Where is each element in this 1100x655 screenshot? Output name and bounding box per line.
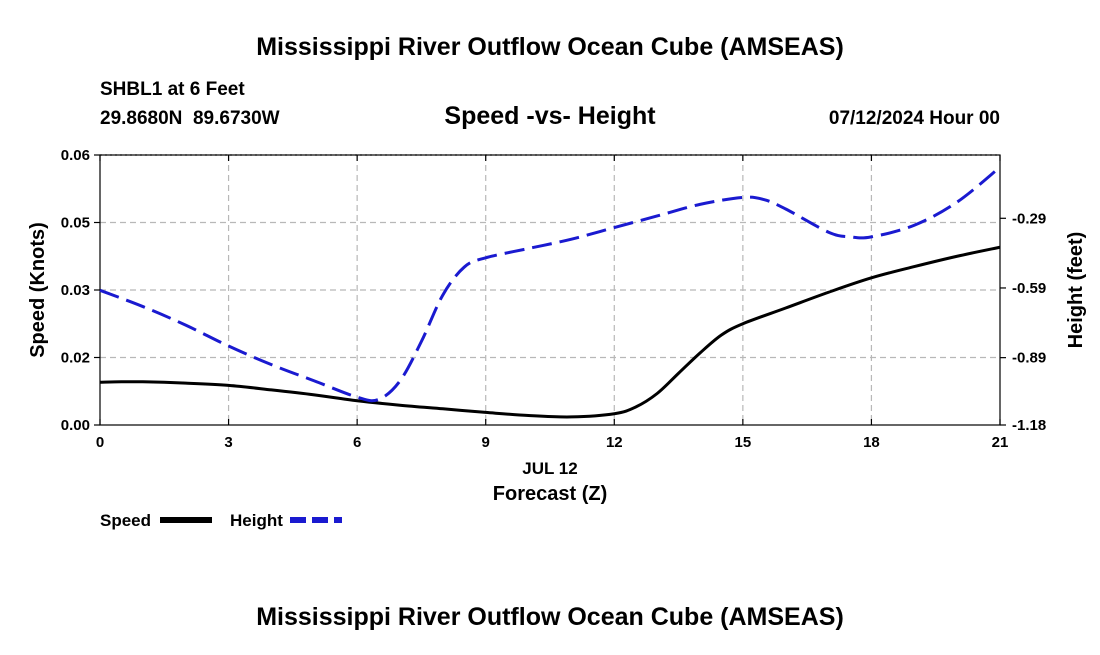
x-date-label: JUL 12 [522, 459, 577, 478]
y-right-tick-label: -0.89 [1012, 350, 1046, 367]
series-line-speed [99, 245, 1001, 419]
x-tick-label: 18 [863, 434, 880, 451]
y-left-tick-label: 0.06 [61, 147, 90, 164]
legend-height-label: Height [230, 511, 283, 530]
x-tick-label: 15 [735, 434, 752, 451]
y-right-tick-label: -0.59 [1012, 280, 1046, 297]
x-axis-label: Forecast (Z) [493, 483, 607, 505]
y-left-tick-label: 0.03 [61, 282, 90, 299]
series-layer [99, 166, 1001, 419]
x-tick-label: 21 [992, 434, 1009, 451]
legend-speed-label: Speed [100, 511, 151, 530]
x-tick-label: 12 [606, 434, 623, 451]
footer-title: Mississippi River Outflow Ocean Cube (AM… [256, 603, 844, 631]
legend: Speed Height [100, 511, 342, 530]
y-right-tick-label: -0.29 [1012, 210, 1046, 227]
y-left-tick-label: 0.00 [61, 417, 90, 434]
series-line-height [99, 166, 1001, 403]
y-axis-right-label: Height (feet) [1065, 232, 1087, 349]
y-left-tick-label: 0.02 [61, 350, 90, 367]
date-label: 07/12/2024 Hour 00 [829, 108, 1000, 129]
chart-title: Mississippi River Outflow Ocean Cube (AM… [256, 33, 844, 61]
y-left-tick-label: 0.05 [61, 215, 90, 232]
chart-subtitle: Speed -vs- Height [444, 102, 656, 130]
station-label: SHBL1 at 6 Feet [100, 79, 245, 100]
y-axis-left-label: Speed (Knots) [27, 222, 49, 358]
x-tick-label: 6 [353, 434, 361, 451]
tick-layer: 0 3 6 9 12 15 18 21 0.00 0.02 0.03 0.05 0.06 -1.18 -0.… [61, 147, 1046, 451]
coords-label: 29.8680N 89.6730W [100, 108, 280, 129]
x-tick-label: 3 [224, 434, 232, 451]
x-tick-label: 9 [482, 434, 490, 451]
y-right-tick-label: -1.18 [1012, 417, 1046, 434]
x-tick-label: 0 [96, 434, 104, 451]
